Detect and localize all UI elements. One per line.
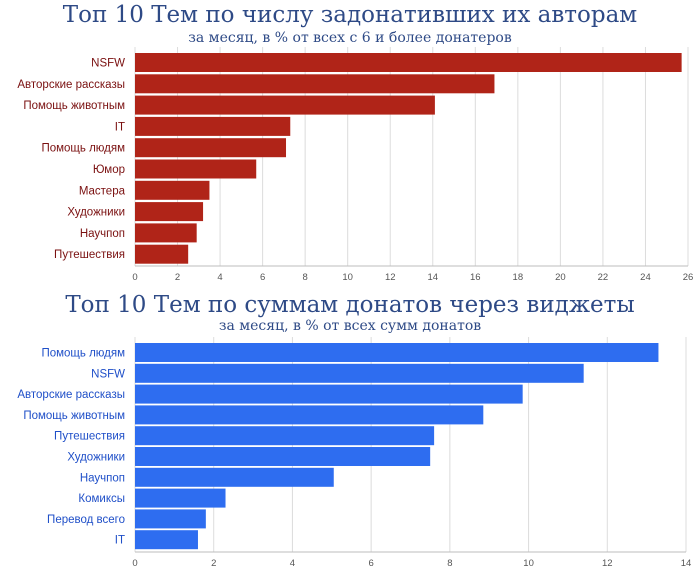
bar	[135, 95, 435, 115]
x-tick-label: 0	[132, 558, 137, 569]
bar	[135, 53, 682, 72]
category-label: Путешествия	[54, 431, 125, 443]
category-label: Авторские рассказы	[17, 79, 125, 91]
x-tick-label: 2	[175, 272, 180, 283]
bar	[135, 363, 584, 383]
bar	[135, 116, 291, 136]
x-tick-label: 12	[602, 558, 613, 569]
x-tick-label: 26	[683, 272, 694, 283]
category-label: Научпоп	[80, 472, 125, 484]
x-tick-label: 8	[447, 558, 452, 569]
x-tick-label: 20	[555, 272, 566, 283]
chart2-subtitle: за месяц, в % от всех сумм донатов	[218, 318, 482, 334]
bar	[135, 138, 287, 158]
category-label: Перевод всего	[47, 514, 125, 526]
x-tick-label: 22	[598, 272, 609, 283]
category-label: Авторские рассказы	[17, 389, 125, 401]
x-tick-label: 4	[217, 272, 222, 283]
x-tick-label: 2	[211, 558, 216, 569]
x-tick-label: 24	[640, 272, 651, 283]
x-tick-label: 14	[427, 272, 438, 283]
category-label: Помощь животным	[23, 410, 125, 422]
bar	[135, 530, 198, 550]
bar	[135, 384, 523, 404]
bar	[135, 159, 257, 179]
category-label: Помощь животным	[23, 100, 125, 112]
category-label: Путешествия	[54, 249, 125, 261]
chart1-subtitle: за месяц, в % от всех с 6 и более донате…	[188, 30, 512, 46]
bar	[135, 426, 435, 446]
x-tick-label: 6	[260, 272, 265, 283]
x-tick-label: 0	[132, 272, 137, 283]
category-label: Научпоп	[80, 228, 125, 240]
category-label: Помощь людям	[41, 143, 125, 155]
bar	[135, 447, 431, 466]
x-tick-label: 12	[385, 272, 396, 283]
category-label: NSFW	[91, 368, 125, 380]
bar	[135, 509, 206, 529]
category-label: Помощь людям	[41, 348, 125, 360]
bar	[135, 244, 189, 264]
x-tick-label: 10	[342, 272, 353, 283]
bar	[135, 202, 204, 222]
category-label: Комиксы	[78, 493, 125, 505]
x-tick-label: 16	[470, 272, 481, 283]
category-label: Мастера	[79, 185, 126, 197]
bar	[135, 343, 659, 362]
bar	[135, 488, 226, 508]
x-tick-label: 4	[290, 558, 295, 569]
x-tick-label: 10	[523, 558, 534, 569]
bar	[135, 74, 495, 94]
bar	[135, 405, 484, 425]
chart1-title: Топ 10 Тем по числу задонативших их авто…	[62, 2, 638, 28]
bar	[135, 467, 334, 487]
category-label: Юмор	[93, 164, 125, 176]
category-label: IT	[115, 535, 125, 547]
bar	[135, 180, 210, 200]
category-label: Художники	[67, 452, 125, 464]
chart2-title: Топ 10 Тем по суммам донатов через видже…	[65, 292, 635, 318]
category-label: Художники	[67, 207, 125, 219]
x-tick-label: 18	[513, 272, 524, 283]
x-tick-label: 6	[368, 558, 373, 569]
x-tick-label: 8	[303, 272, 308, 283]
bar	[135, 223, 197, 243]
category-label: NSFW	[91, 58, 125, 70]
category-label: IT	[115, 121, 125, 133]
x-tick-label: 14	[681, 558, 692, 569]
